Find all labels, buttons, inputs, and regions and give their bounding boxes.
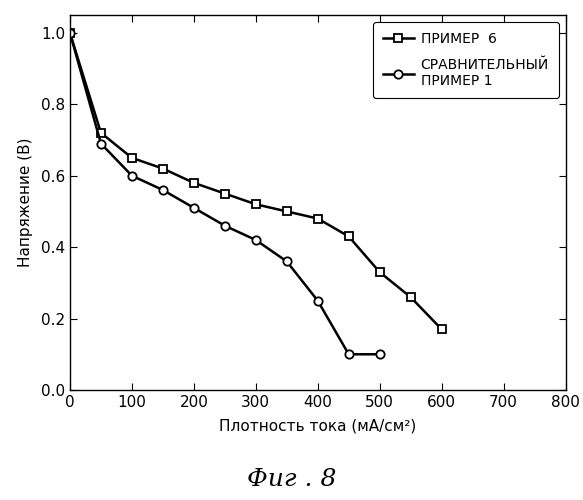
СРАВНИТЕЛЬНЫЙ
ПРИМЕР 1 bbox=[128, 172, 135, 178]
ПРИМЕР  6 bbox=[252, 202, 259, 207]
СРАВНИТЕЛЬНЫЙ
ПРИМЕР 1 bbox=[66, 30, 73, 36]
СРАВНИТЕЛЬНЫЙ
ПРИМЕР 1 bbox=[283, 258, 290, 264]
СРАВНИТЕЛЬНЫЙ
ПРИМЕР 1 bbox=[222, 222, 229, 228]
СРАВНИТЕЛЬНЫЙ
ПРИМЕР 1 bbox=[190, 205, 197, 211]
ПРИМЕР  6 bbox=[159, 166, 166, 172]
ПРИМЕР  6 bbox=[222, 190, 229, 196]
СРАВНИТЕЛЬНЫЙ
ПРИМЕР 1 bbox=[159, 187, 166, 193]
СРАВНИТЕЛЬНЫЙ
ПРИМЕР 1 bbox=[345, 352, 352, 358]
Legend: ПРИМЕР  6, СРАВНИТЕЛЬНЫЙ
ПРИМЕР 1: ПРИМЕР 6, СРАВНИТЕЛЬНЫЙ ПРИМЕР 1 bbox=[373, 22, 559, 98]
СРАВНИТЕЛЬНЫЙ
ПРИМЕР 1 bbox=[314, 298, 321, 304]
ПРИМЕР  6 bbox=[190, 180, 197, 186]
Line: ПРИМЕР  6: ПРИМЕР 6 bbox=[66, 28, 446, 334]
ПРИМЕР  6 bbox=[345, 234, 352, 239]
ПРИМЕР  6 bbox=[407, 294, 414, 300]
СРАВНИТЕЛЬНЫЙ
ПРИМЕР 1 bbox=[252, 237, 259, 243]
ПРИМЕР  6 bbox=[283, 208, 290, 214]
ПРИМЕР  6 bbox=[376, 269, 383, 275]
ПРИМЕР  6 bbox=[97, 130, 104, 136]
ПРИМЕР  6 bbox=[128, 155, 135, 161]
Y-axis label: Напряжение (В): Напряжение (В) bbox=[17, 138, 33, 267]
ПРИМЕР  6 bbox=[438, 326, 445, 332]
ПРИМЕР  6 bbox=[66, 30, 73, 36]
СРАВНИТЕЛЬНЫЙ
ПРИМЕР 1 bbox=[376, 352, 383, 358]
Text: Фиг . 8: Фиг . 8 bbox=[247, 468, 336, 491]
Line: СРАВНИТЕЛЬНЫЙ
ПРИМЕР 1: СРАВНИТЕЛЬНЫЙ ПРИМЕР 1 bbox=[66, 28, 384, 358]
X-axis label: Плотность тока (мА/см²): Плотность тока (мА/см²) bbox=[219, 418, 416, 433]
ПРИМЕР  6 bbox=[314, 216, 321, 222]
СРАВНИТЕЛЬНЫЙ
ПРИМЕР 1 bbox=[97, 140, 104, 146]
